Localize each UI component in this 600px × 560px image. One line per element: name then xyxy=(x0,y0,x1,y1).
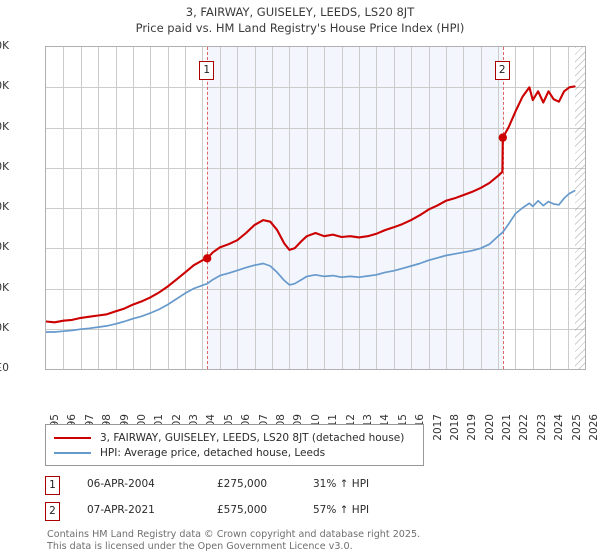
sale-point-marker xyxy=(203,254,212,263)
x-tick-label: 2024 xyxy=(553,414,566,441)
gridline-vertical xyxy=(202,47,203,369)
sale-delta-1: 31% ↑ HPI xyxy=(313,478,370,490)
gridline-vertical xyxy=(289,47,290,369)
gridline-horizontal xyxy=(46,87,585,88)
x-tick-label: 2025 xyxy=(570,414,583,441)
title-address: 3, FAIRWAY, GUISELEY, LEEDS, LS20 8JT xyxy=(185,5,415,19)
y-tick-label: £700K xyxy=(0,80,9,93)
sale-price-2: £575,000 xyxy=(217,504,268,516)
gridline-vertical xyxy=(568,47,569,369)
sale-date-2: 07-APR-2021 xyxy=(87,504,155,516)
legend: 3, FAIRWAY, GUISELEY, LEEDS, LS20 8JT (d… xyxy=(45,424,424,466)
gridline-vertical xyxy=(342,47,343,369)
gridline-vertical xyxy=(359,47,360,369)
sale-delta-2: 57% ↑ HPI xyxy=(313,504,370,516)
y-tick-label: £0 xyxy=(0,362,9,374)
gridline-vertical xyxy=(220,47,221,369)
gridline-horizontal xyxy=(46,128,585,129)
gridline-vertical xyxy=(411,47,412,369)
gridline-vertical xyxy=(324,47,325,369)
x-tick-label: 2022 xyxy=(518,414,531,441)
sale-badge-2: 2 xyxy=(45,502,60,521)
gridline-vertical xyxy=(255,47,256,369)
x-tick-label: 2019 xyxy=(466,414,479,441)
sale-row-2: 2 07-APR-2021 £575,000 57% ↑ HPI xyxy=(45,500,465,526)
gridline-vertical xyxy=(498,47,499,369)
gridline-vertical xyxy=(168,47,169,369)
sale-date-1: 06-APR-2004 xyxy=(87,478,155,490)
plot-region xyxy=(45,46,586,370)
sale-marker-box: 2 xyxy=(494,61,510,80)
sale-row-1: 1 06-APR-2004 £275,000 31% ↑ HPI xyxy=(45,474,465,500)
sale-price-1: £275,000 xyxy=(217,478,268,490)
gridline-vertical xyxy=(185,47,186,369)
sale-marker-line xyxy=(207,47,209,369)
x-tick-label: 2021 xyxy=(501,414,514,441)
series-lines xyxy=(46,85,576,333)
gridline-vertical xyxy=(481,47,482,369)
x-tick-label: 2017 xyxy=(431,414,444,441)
line-hpi xyxy=(46,189,576,333)
page-title: 3, FAIRWAY, GUISELEY, LEEDS, LS20 8JT Pr… xyxy=(0,4,600,36)
gridline-vertical xyxy=(63,47,64,369)
footer-licence: This data is licensed under the Open Gov… xyxy=(47,540,353,552)
gridline-horizontal xyxy=(46,208,585,209)
gridline-vertical xyxy=(272,47,273,369)
gridline-vertical xyxy=(116,47,117,369)
x-tick-label: 2026 xyxy=(588,414,600,441)
y-tick-label: £400K xyxy=(0,201,9,213)
legend-label-hpi: HPI: Average price, detached house, Leed… xyxy=(100,446,326,459)
gridline-horizontal xyxy=(46,329,585,330)
gridline-horizontal xyxy=(46,168,585,169)
gridline-vertical xyxy=(550,47,551,369)
gridline-vertical xyxy=(81,47,82,369)
legend-swatch-red xyxy=(54,436,91,439)
y-tick-label: £200K xyxy=(0,281,9,294)
y-tick-label: £100K xyxy=(0,321,9,334)
sales-list: 1 06-APR-2004 £275,000 31% ↑ HPI 2 07-AP… xyxy=(45,474,465,526)
gridline-vertical xyxy=(98,47,99,369)
gridline-vertical xyxy=(133,47,134,369)
y-tick-label: £600K xyxy=(0,120,9,133)
x-tick-label: 2020 xyxy=(483,414,496,441)
gridline-vertical xyxy=(376,47,377,369)
y-tick-label: £300K xyxy=(0,241,9,254)
sale-badge-1: 1 xyxy=(45,476,60,495)
gridline-vertical xyxy=(394,47,395,369)
gridline-vertical xyxy=(307,47,308,369)
footer-copyright: Contains HM Land Registry data © Crown c… xyxy=(47,529,421,540)
gridline-vertical xyxy=(150,47,151,369)
gridline-vertical xyxy=(446,47,447,369)
sale-marker-line xyxy=(502,47,504,369)
legend-swatch-blue xyxy=(54,451,91,454)
x-tick-label: 2023 xyxy=(535,414,548,441)
legend-item-price-paid: 3, FAIRWAY, GUISELEY, LEEDS, LS20 8JT (d… xyxy=(54,430,415,445)
chart-area: £0 £100K £200K £300K £400K £500K £600K £700K £80… xyxy=(0,40,600,441)
sale-marker-box: 1 xyxy=(199,61,215,80)
gridline-vertical xyxy=(237,47,238,369)
legend-item-hpi: HPI: Average price, detached house, Leed… xyxy=(54,445,415,460)
gridline-horizontal xyxy=(46,289,585,290)
gridline-vertical xyxy=(515,47,516,369)
title-subtitle: Price paid vs. HM Land Registry's House … xyxy=(135,21,465,35)
x-tick-label: 2018 xyxy=(448,414,461,441)
legend-label-price-paid: 3, FAIRWAY, GUISELEY, LEEDS, LS20 8JT (d… xyxy=(100,431,405,444)
gridline-vertical xyxy=(463,47,464,369)
gridline-horizontal xyxy=(46,248,585,249)
gridline-vertical xyxy=(533,47,534,369)
y-tick-label: £800K xyxy=(0,40,9,52)
line-price-paid xyxy=(46,85,576,324)
footer: Contains HM Land Registry data © Crown c… xyxy=(47,529,567,552)
sale-point-marker xyxy=(498,133,507,142)
y-tick-label: £500K xyxy=(0,160,9,173)
future-hatch xyxy=(574,47,585,369)
